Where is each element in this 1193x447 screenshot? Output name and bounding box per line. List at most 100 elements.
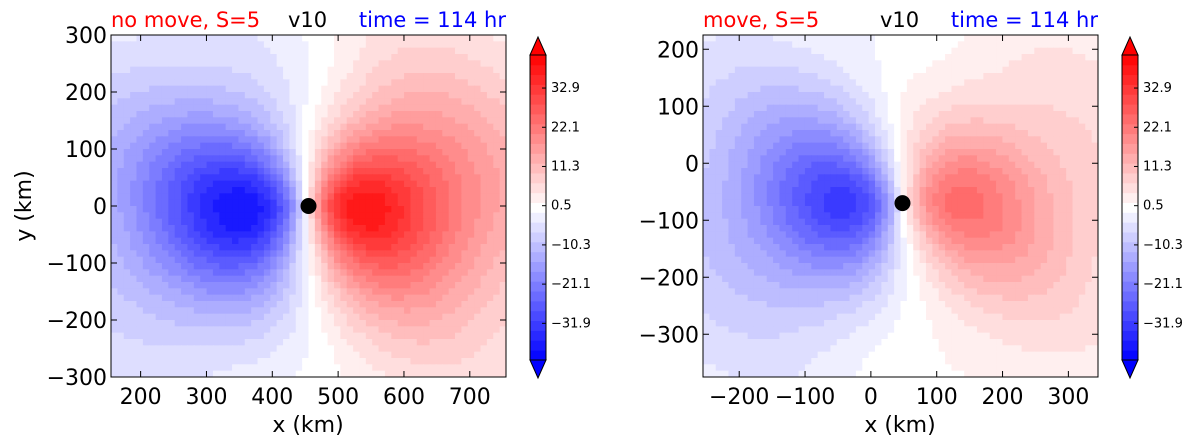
contour-cell — [251, 263, 259, 270]
contour-cell — [925, 92, 933, 99]
contour-cell — [327, 282, 335, 289]
contour-cell — [251, 79, 259, 87]
contour-cell — [397, 85, 405, 93]
contour-cell — [187, 351, 195, 359]
contour-cell — [442, 79, 450, 87]
contour-cell — [1066, 142, 1074, 150]
contour-cell — [442, 47, 450, 55]
contour-cell — [359, 60, 367, 68]
contour-cell — [715, 168, 723, 175]
contour-cell — [1040, 73, 1048, 80]
contour-cell — [709, 149, 717, 156]
contour-cell — [804, 47, 812, 55]
contour-cell — [703, 54, 710, 61]
contour-cell — [467, 168, 475, 175]
contour-cell — [1066, 123, 1074, 131]
contour-cell — [849, 161, 857, 169]
contour-cell — [372, 288, 380, 296]
contour-cell — [1085, 41, 1093, 49]
contour-cell — [251, 136, 259, 144]
contour-cell — [314, 307, 322, 315]
contour-cell — [830, 73, 838, 80]
contour-cell — [435, 193, 443, 201]
contour-cell — [225, 206, 233, 213]
contour-cell — [1091, 60, 1098, 68]
contour-cell — [359, 136, 367, 144]
contour-cell — [187, 60, 195, 68]
contour-cell — [333, 85, 341, 93]
contour-cell — [461, 269, 469, 277]
contour-cell — [155, 326, 163, 334]
contour-cell — [785, 180, 793, 188]
contour-cell — [289, 193, 297, 201]
contour-cell — [206, 155, 214, 163]
contour-cell — [404, 339, 412, 346]
contour-cell — [817, 187, 825, 194]
contour-cell — [964, 41, 972, 49]
contour-cell — [168, 351, 176, 359]
contour-cell — [1008, 54, 1016, 61]
contour-cell — [193, 275, 201, 283]
contour-cell — [1078, 111, 1086, 118]
contour-cell — [397, 244, 405, 251]
contour-cell — [263, 155, 271, 163]
contour-cell — [365, 212, 373, 220]
contour-cell — [340, 256, 348, 264]
contour-cell — [404, 85, 412, 93]
contour-cell — [499, 256, 506, 264]
contour-cell — [410, 206, 418, 213]
contour-cell — [200, 187, 208, 194]
contour-cell — [747, 149, 755, 156]
contour-cell — [263, 275, 271, 283]
contour-cell — [276, 111, 284, 118]
contour-cell — [276, 263, 284, 270]
contour-cell — [423, 149, 431, 156]
contour-cell — [448, 98, 456, 106]
contour-cell — [416, 117, 424, 125]
contour-cell — [480, 351, 488, 359]
contour-cell — [938, 60, 946, 68]
contour-cell — [442, 294, 450, 302]
contour-cell — [900, 117, 908, 125]
contour-cell — [1008, 98, 1016, 106]
contour-cell — [327, 301, 335, 308]
contour-cell — [461, 351, 469, 359]
contour-cell — [270, 92, 278, 99]
contour-cell — [308, 35, 316, 42]
contour-cell — [474, 168, 482, 175]
contour-cell — [225, 130, 233, 137]
contour-cell — [811, 174, 819, 182]
contour-cell — [212, 351, 220, 359]
contour-cell — [404, 193, 412, 201]
contour-cell — [486, 60, 494, 68]
contour-cell — [416, 256, 424, 264]
contour-cell — [703, 111, 710, 118]
contour-cell — [149, 256, 157, 264]
contour-cell — [295, 351, 303, 359]
contour-cell — [123, 345, 131, 353]
contour-cell — [142, 332, 150, 340]
contour-cell — [244, 294, 252, 302]
contour-cell — [442, 174, 450, 182]
contour-cell — [785, 123, 793, 131]
contour-cell — [442, 168, 450, 175]
contour-cell — [232, 41, 240, 49]
contour-cell — [455, 47, 462, 55]
contour-cell — [957, 85, 965, 93]
contour-cell — [486, 206, 494, 213]
contour-cell — [429, 142, 437, 150]
contour-cell — [976, 60, 984, 68]
contour-cell — [276, 41, 284, 49]
contour-cell — [289, 313, 297, 321]
contour-cell — [372, 307, 380, 315]
contour-cell — [461, 98, 469, 106]
contour-cell — [142, 351, 150, 359]
contour-cell — [747, 142, 755, 150]
contour-cell — [773, 41, 781, 49]
contour-cell — [391, 79, 399, 87]
contour-cell — [404, 237, 412, 245]
contour-cell — [1021, 155, 1029, 163]
contour-cell — [900, 73, 908, 80]
contour-cell — [715, 111, 723, 118]
contour-cell — [130, 370, 138, 377]
